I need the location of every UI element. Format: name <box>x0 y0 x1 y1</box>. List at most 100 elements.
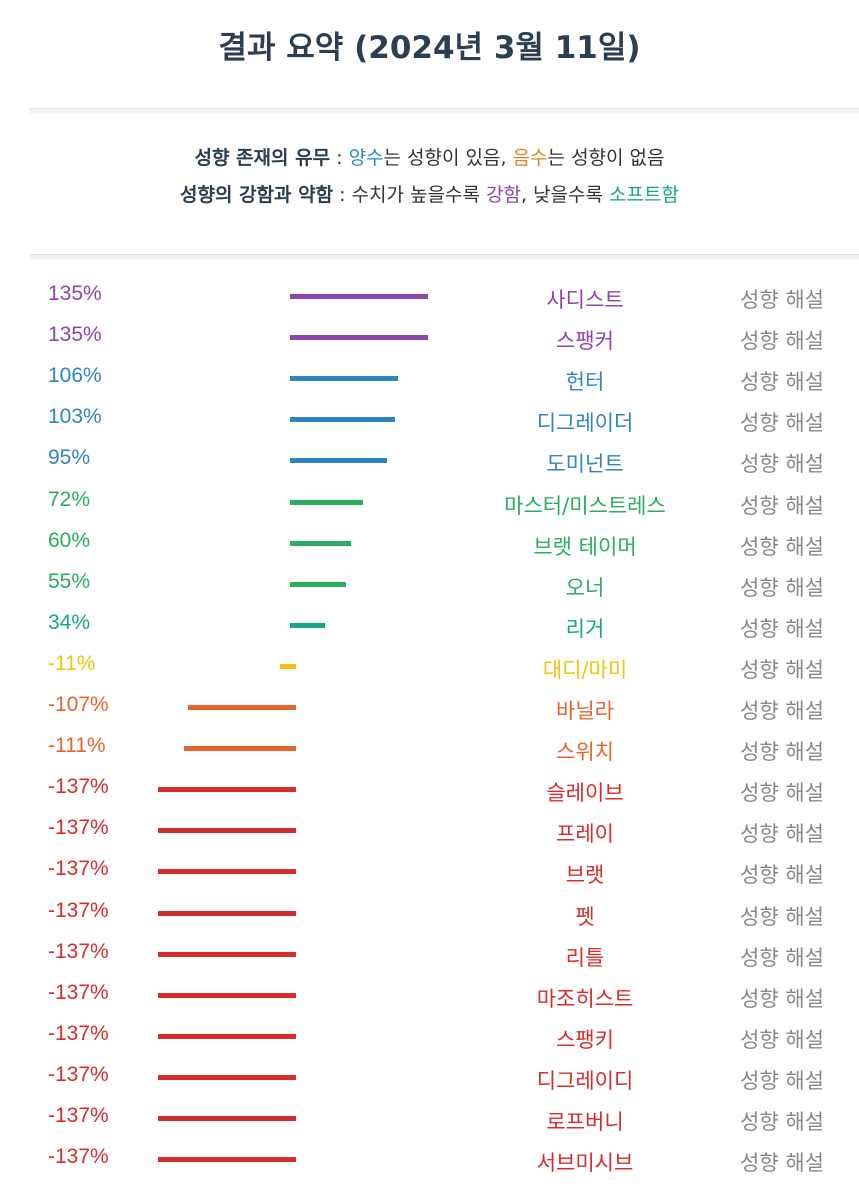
result-percent: 106% <box>48 364 102 388</box>
result-bar <box>290 335 428 341</box>
result-row: -107% 바닐라 성향 해설 <box>0 693 859 734</box>
result-percent: -137% <box>48 1104 109 1127</box>
result-name: 대디/마미 <box>542 657 628 682</box>
explain-link[interactable]: 성향 해설 <box>740 822 824 847</box>
result-percent: 103% <box>48 405 102 429</box>
result-name: 서브미시브 <box>536 1151 634 1176</box>
result-bar <box>158 1074 296 1080</box>
result-bar <box>158 869 296 875</box>
result-name: 오너 <box>565 575 605 600</box>
legend-sep: : <box>330 147 349 169</box>
result-percent: 135% <box>48 323 102 347</box>
legend-positive: 양수 <box>348 147 384 169</box>
explain-link[interactable]: 성향 해설 <box>740 904 824 929</box>
result-bar <box>158 787 296 793</box>
result-bar <box>158 1116 296 1121</box>
result-percent: -137% <box>48 980 109 1004</box>
legend-sep: : <box>333 184 352 206</box>
explain-link[interactable]: 성향 해설 <box>740 493 824 518</box>
explain-link[interactable]: 성향 해설 <box>740 370 824 395</box>
result-bar <box>158 1033 296 1039</box>
result-row: -137% 프레이 성향 해설 <box>0 816 859 857</box>
legend-negative-text: 는 성향이 없음 <box>547 147 665 169</box>
result-row: -137% 로프버니 성향 해설 <box>0 1104 859 1145</box>
result-row: -137% 펫 성향 해설 <box>0 899 859 940</box>
explain-link[interactable]: 성향 해설 <box>740 986 824 1011</box>
result-bar <box>158 910 296 916</box>
explain-link[interactable]: 성향 해설 <box>740 1151 824 1176</box>
explain-link[interactable]: 성향 해설 <box>740 699 824 723</box>
result-name: 스위치 <box>556 740 614 765</box>
result-name: 프레이 <box>556 822 614 847</box>
result-percent: 135% <box>48 282 102 305</box>
legend-negative: 음수 <box>512 147 548 169</box>
explain-link[interactable]: 성향 해설 <box>740 288 824 312</box>
result-percent: 95% <box>48 446 91 470</box>
explain-link[interactable]: 성향 해설 <box>740 1027 824 1052</box>
result-bar <box>290 622 325 628</box>
result-percent: 72% <box>48 487 91 511</box>
result-percent: 55% <box>48 569 91 593</box>
result-bar <box>158 992 296 998</box>
result-name: 바닐라 <box>556 699 614 723</box>
result-percent: -137% <box>48 1021 109 1045</box>
explain-link[interactable]: 성향 해설 <box>740 1068 824 1093</box>
result-name: 도미넌트 <box>546 452 624 477</box>
legend-existence-label: 성향 존재의 유무 <box>194 147 331 169</box>
result-bar <box>280 663 296 669</box>
page-title: 결과 요약 (2024년 3월 11일) <box>218 30 641 66</box>
top-divider <box>30 108 859 114</box>
result-row: -137% 브랫 성향 해설 <box>0 857 859 898</box>
result-row: 60% 브랫 테이머 성향 해설 <box>0 529 859 570</box>
explain-link[interactable]: 성향 해설 <box>740 945 824 970</box>
result-bar <box>184 746 296 752</box>
explain-link[interactable]: 성향 해설 <box>740 1110 824 1134</box>
explain-link[interactable]: 성향 해설 <box>740 575 824 600</box>
result-row: -11% 대디/마미 성향 해설 <box>0 652 859 693</box>
result-name: 마조히스트 <box>536 986 634 1011</box>
result-percent: -137% <box>48 816 109 840</box>
explain-link[interactable]: 성향 해설 <box>740 534 824 559</box>
result-percent: 34% <box>48 610 91 634</box>
result-percent: -137% <box>48 898 109 922</box>
result-row: -137% 슬레이브 성향 해설 <box>0 775 859 816</box>
result-name: 리틀 <box>565 945 605 970</box>
result-name: 사디스트 <box>546 288 624 312</box>
result-row: -137% 디그레이디 성향 해설 <box>0 1063 859 1104</box>
result-row: 95% 도미넌트 성향 해설 <box>0 446 859 487</box>
result-row: 55% 오너 성향 해설 <box>0 570 859 611</box>
result-name: 로프버니 <box>546 1110 624 1134</box>
explain-link[interactable]: 성향 해설 <box>740 740 824 765</box>
result-name: 헌터 <box>565 370 605 395</box>
result-bar <box>290 458 387 464</box>
result-bar <box>158 828 296 834</box>
result-name: 디그레이더 <box>536 411 634 436</box>
result-bar <box>290 540 351 546</box>
explain-link[interactable]: 성향 해설 <box>740 329 824 354</box>
result-row: -137% 스팽키 성향 해설 <box>0 1022 859 1063</box>
result-name: 스팽커 <box>556 329 614 354</box>
result-percent: 60% <box>48 528 91 552</box>
explain-link[interactable]: 성향 해설 <box>740 863 824 888</box>
result-name: 스팽키 <box>556 1027 614 1052</box>
result-percent: -137% <box>48 939 109 963</box>
result-row: -137% 리틀 성향 해설 <box>0 940 859 981</box>
explain-link[interactable]: 성향 해설 <box>740 781 824 806</box>
result-percent: -107% <box>48 693 109 716</box>
result-bar <box>188 705 296 710</box>
explain-link[interactable]: 성향 해설 <box>740 411 824 436</box>
result-percent: -137% <box>48 857 109 881</box>
legend-line-2: 성향의 강함과 약함 : 수치가 높을수록 강함, 낮을수록 소프트함 <box>0 180 859 210</box>
result-name: 슬레이브 <box>546 781 624 806</box>
explain-link[interactable]: 성향 해설 <box>740 657 824 682</box>
result-row: 103% 디그레이더 성향 해설 <box>0 405 859 446</box>
explain-link[interactable]: 성향 해설 <box>740 616 824 641</box>
result-name: 펫 <box>575 904 595 929</box>
result-percent: -11% <box>48 651 96 675</box>
explain-link[interactable]: 성향 해설 <box>740 452 824 477</box>
result-name: 리거 <box>565 616 605 641</box>
result-row: -137% 마조히스트 성향 해설 <box>0 981 859 1022</box>
result-row: 106% 헌터 성향 해설 <box>0 364 859 405</box>
result-bar <box>290 499 363 505</box>
result-name: 마스터/미스트레스 <box>504 493 666 518</box>
